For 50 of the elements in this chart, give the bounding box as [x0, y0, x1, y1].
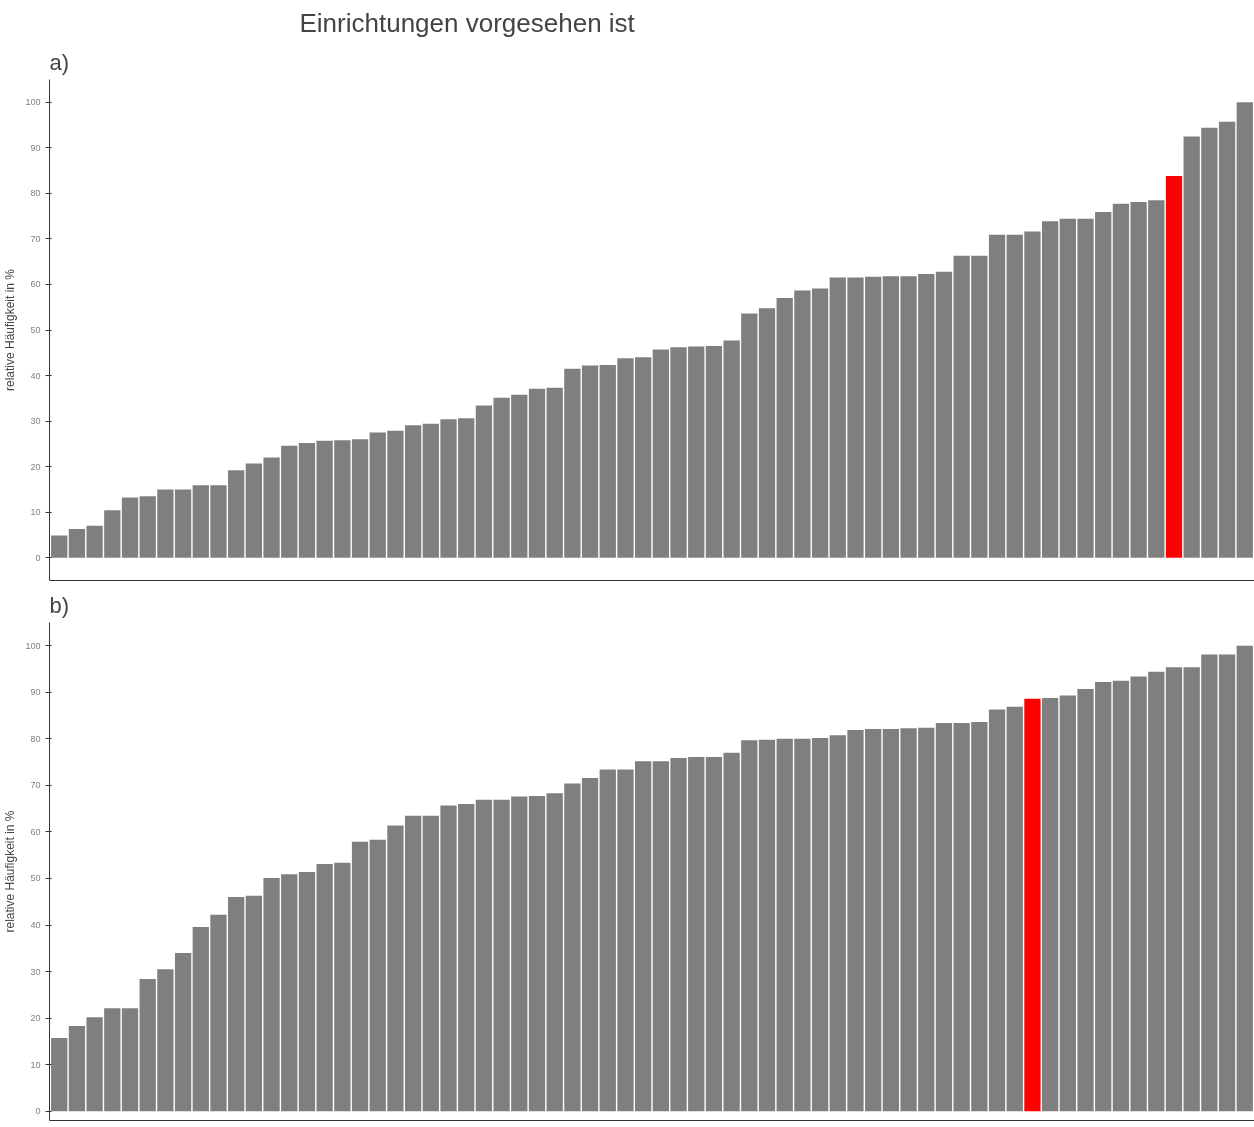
bar	[51, 535, 68, 558]
bar	[988, 709, 1006, 1112]
bar	[351, 841, 369, 1112]
bar	[1165, 667, 1183, 1112]
bar	[935, 723, 953, 1112]
y-tick-label: 50	[30, 325, 41, 335]
y-tick-label: 20	[30, 1013, 41, 1024]
y-tick-label: 0	[35, 552, 41, 563]
y-tick-label: 90	[30, 687, 41, 698]
text: Einrichtungen vorgesehen ist	[299, 7, 636, 38]
y-tick-label: 40	[30, 370, 41, 381]
y-tick-label: 50	[30, 873, 41, 884]
chart-title: a)	[49, 49, 70, 75]
bar	[528, 388, 546, 558]
y-tick-label: 100	[25, 640, 41, 651]
y-tick-label: 80	[30, 733, 41, 744]
bar	[1024, 698, 1041, 1112]
bar	[121, 497, 139, 558]
y-axis-title: relative Häufigkeit in %	[3, 810, 18, 933]
y-axis-title: relative Häufigkeit in %	[3, 268, 18, 392]
bar	[1041, 697, 1059, 1112]
bar	[1006, 706, 1023, 1112]
y-tick-label: 30	[30, 416, 41, 427]
bar	[935, 271, 953, 558]
y-tick-label: 90	[30, 142, 41, 153]
bar	[758, 739, 776, 1112]
y-tick-label: 80	[30, 188, 41, 199]
bar	[1236, 645, 1253, 1112]
bar	[298, 871, 316, 1112]
bar	[51, 1038, 68, 1112]
y-tick-label: 40	[30, 920, 41, 931]
chart-title: b)	[49, 592, 70, 618]
y-tick-label: 10	[30, 507, 41, 518]
y-tick-label: 60	[30, 279, 41, 290]
y-tick-label: 20	[30, 461, 41, 472]
y-tick-label: 60	[30, 826, 41, 837]
y-tick-label: 0	[35, 1106, 41, 1117]
bar	[1165, 176, 1183, 558]
y-tick-label: 10	[30, 1059, 41, 1070]
bar	[298, 442, 316, 558]
y-tick-label: 70	[30, 780, 41, 791]
y-tick-label: 100	[25, 97, 41, 108]
bar	[121, 1008, 139, 1112]
bar	[988, 234, 1006, 558]
bar	[351, 439, 369, 558]
bar	[1236, 102, 1253, 558]
bar	[758, 308, 776, 558]
bar	[528, 796, 546, 1112]
y-tick-label: 30	[30, 966, 41, 977]
y-tick-label: 70	[30, 233, 41, 244]
